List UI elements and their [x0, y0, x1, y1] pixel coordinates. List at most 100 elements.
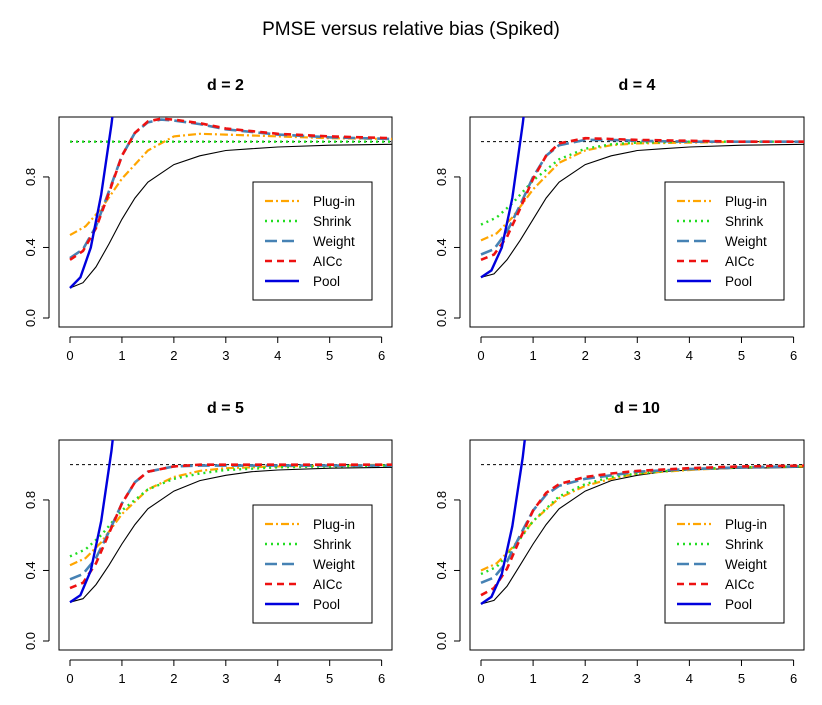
panel-1: d = 2 0 1 2 3 4 5 6 0.0 0.4 0.8 Plug-in Shrink Weight… [23, 77, 393, 363]
x-tick-label: 5 [326, 671, 333, 686]
series-line-pool [69, 117, 114, 289]
series-line-aicc [480, 464, 804, 597]
y-tick-label: 0.0 [23, 632, 38, 650]
panel-title: d = 2 [207, 77, 244, 94]
legend-label: Plug-in [313, 517, 355, 532]
y-tick-label: 0.4 [434, 561, 449, 579]
panel-2: d = 4 0 1 2 3 4 5 6 0.0 0.4 0.8 Plug-in Shrink Weight… [434, 77, 805, 363]
x-axis: 0 1 2 3 4 5 6 [477, 659, 797, 686]
series-line-weight [480, 138, 804, 256]
x-tick-label: 4 [686, 671, 693, 686]
legend-label: Shrink [725, 537, 764, 552]
plot-frame [469, 439, 805, 651]
legend-label: AICc [725, 577, 755, 592]
x-tick-label: 3 [222, 348, 229, 363]
y-tick-label: 0.0 [434, 309, 449, 327]
y-tick-label: 0.4 [23, 238, 38, 256]
legend-label: Pool [725, 597, 752, 612]
series-line-pool [69, 440, 114, 604]
x-tick-label: 5 [326, 348, 333, 363]
panel-title: d = 4 [619, 77, 656, 94]
figure-title: PMSE versus relative bias (Spiked) [262, 19, 560, 40]
legend-label: Pool [313, 274, 340, 289]
series-line-weight [69, 118, 392, 260]
x-tick-label: 2 [582, 671, 589, 686]
legend: Plug-in Shrink Weight AICc Pool [252, 504, 373, 624]
reference-curve [69, 143, 392, 289]
plot-frame [58, 439, 393, 651]
legend-label: Plug-in [725, 194, 767, 209]
y-tick-label: 0.8 [23, 491, 38, 509]
y-tick-label: 0.0 [434, 632, 449, 650]
x-tick-label: 4 [686, 348, 693, 363]
legend-label: Shrink [725, 214, 764, 229]
y-tick-label: 0.4 [434, 238, 449, 256]
x-tick-label: 2 [170, 348, 177, 363]
x-tick-label: 2 [170, 671, 177, 686]
y-tick-label: 0.8 [434, 491, 449, 509]
legend-label: Weight [725, 557, 767, 572]
y-axis: 0.0 0.4 0.8 [434, 491, 461, 650]
x-tick-label: 5 [738, 671, 745, 686]
plot-frame [469, 116, 805, 328]
y-tick-label: 0.8 [23, 168, 38, 186]
series-line-aicc [69, 463, 392, 590]
x-tick-label: 3 [222, 671, 229, 686]
series-line-aicc [69, 117, 392, 261]
legend-label: AICc [725, 254, 755, 269]
legend-label: Shrink [313, 537, 352, 552]
y-axis: 0.0 0.4 0.8 [23, 168, 50, 327]
legend-label: Weight [313, 557, 355, 572]
y-axis: 0.0 0.4 0.8 [23, 491, 50, 650]
plot-area [69, 117, 392, 289]
legend: Plug-in Shrink Weight AICc Pool [664, 181, 785, 301]
panel-4: d = 10 0 1 2 3 4 5 6 0.0 0.4 0.8 Plug-in Shrink Weigh… [434, 400, 805, 686]
reference-curve [69, 466, 392, 603]
series-line-shrink [69, 464, 392, 558]
x-tick-label: 4 [274, 348, 281, 363]
x-tick-label: 1 [118, 348, 125, 363]
legend-label: Pool [725, 274, 752, 289]
legend-label: AICc [313, 577, 343, 592]
panel-title: d = 5 [207, 400, 244, 417]
legend-label: Weight [313, 234, 355, 249]
x-tick-label: 6 [790, 671, 797, 686]
series-line-pool [480, 117, 525, 279]
panels: d = 2 0 1 2 3 4 5 6 0.0 0.4 0.8 Plug-in Shrink Weight… [23, 77, 805, 686]
plot-area [69, 440, 392, 604]
x-tick-label: 6 [790, 348, 797, 363]
y-tick-label: 0.0 [23, 309, 38, 327]
reference-curve [480, 143, 804, 278]
x-tick-label: 6 [378, 671, 385, 686]
x-axis: 0 1 2 3 4 5 6 [66, 336, 385, 363]
plot-area [480, 440, 804, 605]
series-line-aicc [480, 136, 804, 262]
legend-label: Pool [313, 597, 340, 612]
panel-title: d = 10 [614, 400, 660, 417]
x-axis: 0 1 2 3 4 5 6 [477, 336, 797, 363]
x-tick-label: 0 [66, 671, 73, 686]
x-tick-label: 3 [634, 671, 641, 686]
y-tick-label: 0.4 [23, 561, 38, 579]
plot-area [480, 117, 804, 279]
x-tick-label: 0 [477, 671, 484, 686]
legend-label: Weight [725, 234, 767, 249]
x-tick-label: 4 [274, 671, 281, 686]
legend: Plug-in Shrink Weight AICc Pool [252, 181, 373, 301]
x-axis: 0 1 2 3 4 5 6 [66, 659, 385, 686]
plot-frame [58, 116, 393, 328]
x-tick-label: 0 [477, 348, 484, 363]
y-axis: 0.0 0.4 0.8 [434, 168, 461, 327]
legend-label: Plug-in [313, 194, 355, 209]
x-tick-label: 6 [378, 348, 385, 363]
x-tick-label: 3 [634, 348, 641, 363]
legend: Plug-in Shrink Weight AICc Pool [664, 504, 785, 624]
legend-label: AICc [313, 254, 343, 269]
x-tick-label: 0 [66, 348, 73, 363]
legend-label: Plug-in [725, 517, 767, 532]
legend-label: Shrink [313, 214, 352, 229]
series-line-pool [480, 440, 526, 605]
series-line-plug-in [69, 132, 392, 237]
panel-3: d = 5 0 1 2 3 4 5 6 0.0 0.4 0.8 Plug-in Shrink Weight… [23, 400, 393, 686]
